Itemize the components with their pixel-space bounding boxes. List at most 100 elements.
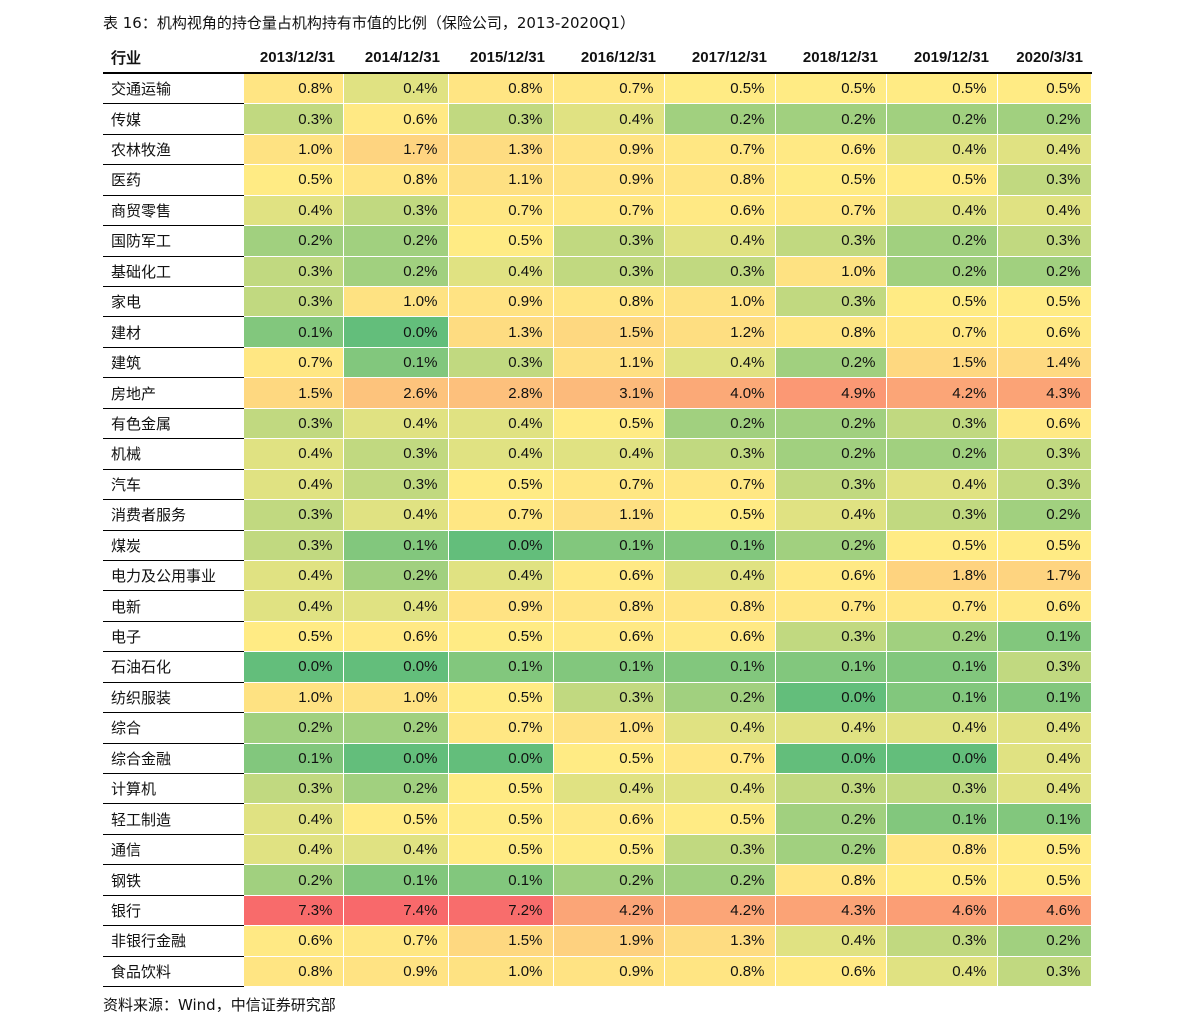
value-cell: 0.9% (448, 590, 554, 622)
value-cell: 0.9% (343, 956, 449, 988)
table-row: 有色金属 0.3% 0.4% 0.4% 0.5% 0.2% 0.2% 0.3% 0.6% (103, 408, 1092, 440)
value-cell: 0.3% (997, 438, 1092, 470)
value-cell: 0.3% (886, 499, 998, 531)
value-cell: 0.4% (553, 103, 665, 135)
value-cell: 1.0% (343, 682, 449, 714)
value-cell: 0.1% (997, 803, 1092, 835)
table-row: 食品饮料 0.8% 0.9% 1.0% 0.9% 0.8% 0.6% 0.4% 0.3% (103, 956, 1092, 988)
value-cell: 0.2% (997, 925, 1092, 957)
table-row: 汽车 0.4% 0.3% 0.5% 0.7% 0.7% 0.3% 0.4% 0.3% (103, 469, 1092, 501)
value-cell: 0.3% (448, 103, 554, 135)
value-cell: 0.4% (886, 134, 998, 166)
value-cell: 1.0% (448, 956, 554, 988)
value-cell: 4.2% (664, 895, 776, 927)
table-row: 银行 7.3% 7.4% 7.2% 4.2% 4.2% 4.3% 4.6% 4.6% (103, 895, 1092, 927)
value-cell: 1.5% (553, 316, 665, 348)
value-cell: 0.5% (997, 864, 1092, 896)
value-cell: 0.1% (343, 530, 449, 561)
industry-cell: 计算机 (103, 773, 244, 805)
value-cell: 0.8% (886, 834, 998, 866)
value-cell: 1.0% (243, 134, 344, 166)
industry-cell: 建筑 (103, 347, 244, 379)
value-cell: 0.3% (886, 925, 998, 957)
value-cell: 0.2% (886, 103, 998, 135)
value-cell: 0.2% (997, 103, 1092, 135)
column-header-date: 2018/12/31 (775, 43, 886, 75)
value-cell: 0.8% (343, 164, 449, 196)
value-cell: 0.0% (243, 651, 344, 683)
value-cell: 0.2% (775, 347, 887, 379)
value-cell: 0.8% (664, 956, 776, 988)
value-cell: 0.7% (553, 195, 665, 227)
value-cell: 0.4% (243, 469, 344, 501)
value-cell: 0.6% (997, 590, 1092, 622)
value-cell: 0.2% (886, 256, 998, 288)
value-cell: 0.3% (997, 225, 1092, 257)
table-row: 纺织服装 1.0% 1.0% 0.5% 0.3% 0.2% 0.0% 0.1% 0.1% (103, 682, 1092, 714)
value-cell: 0.6% (553, 803, 665, 835)
value-cell: 0.3% (343, 195, 449, 227)
column-header-industry: 行业 (103, 43, 243, 75)
table-row: 钢铁 0.2% 0.1% 0.1% 0.2% 0.2% 0.8% 0.5% 0.5% (103, 864, 1092, 896)
value-cell: 0.2% (664, 864, 776, 896)
value-cell: 4.6% (997, 895, 1092, 927)
value-cell: 0.5% (664, 499, 776, 531)
header-row: 行业 2013/12/31 2014/12/31 2015/12/31 2016… (103, 43, 1091, 75)
value-cell: 0.3% (886, 773, 998, 805)
industry-cell: 国防军工 (103, 225, 244, 257)
value-cell: 0.4% (448, 256, 554, 288)
value-cell: 0.4% (343, 834, 449, 866)
value-cell: 0.2% (343, 712, 449, 744)
value-cell: 0.5% (997, 286, 1092, 318)
column-header-date: 2020/3/31 (997, 43, 1091, 75)
value-cell: 0.1% (886, 651, 998, 683)
industry-cell: 综合 (103, 712, 244, 744)
industry-cell: 家电 (103, 286, 244, 318)
value-cell: 0.4% (997, 195, 1092, 227)
value-cell: 0.8% (664, 164, 776, 196)
value-cell: 0.4% (886, 195, 998, 227)
value-cell: 0.4% (243, 438, 344, 470)
value-cell: 0.0% (343, 743, 449, 775)
industry-cell: 电子 (103, 621, 244, 653)
value-cell: 0.5% (553, 834, 665, 866)
value-cell: 4.6% (886, 895, 998, 927)
table-row: 机械 0.4% 0.3% 0.4% 0.4% 0.3% 0.2% 0.2% 0.3% (103, 438, 1092, 470)
value-cell: 0.3% (775, 621, 887, 653)
table-row: 商贸零售 0.4% 0.3% 0.7% 0.7% 0.6% 0.7% 0.4% 0.4% (103, 195, 1092, 227)
value-cell: 0.7% (243, 347, 344, 379)
value-cell: 0.5% (243, 164, 344, 196)
table-row: 建筑 0.7% 0.1% 0.3% 1.1% 0.4% 0.2% 1.5% 1.4% (103, 347, 1092, 379)
value-cell: 0.4% (886, 469, 998, 501)
source-note: 资料来源：Wind，中信证券研究部 (103, 996, 336, 1014)
value-cell: 0.8% (448, 73, 554, 105)
value-cell: 0.3% (664, 256, 776, 288)
value-cell: 0.4% (775, 499, 887, 531)
table-row: 国防军工 0.2% 0.2% 0.5% 0.3% 0.4% 0.3% 0.2% 0.3% (103, 225, 1092, 257)
value-cell: 1.3% (664, 925, 776, 957)
value-cell: 0.3% (343, 469, 449, 501)
value-cell: 1.0% (343, 286, 449, 318)
table-row: 电新 0.4% 0.4% 0.9% 0.8% 0.8% 0.7% 0.7% 0.6% (103, 590, 1092, 622)
value-cell: 0.4% (243, 195, 344, 227)
industry-cell: 商贸零售 (103, 195, 244, 227)
value-cell: 1.0% (243, 682, 344, 714)
value-cell: 0.1% (343, 864, 449, 896)
value-cell: 0.1% (553, 651, 665, 683)
column-header-date: 2015/12/31 (448, 43, 553, 75)
value-cell: 0.7% (664, 469, 776, 501)
value-cell: 0.4% (997, 773, 1092, 805)
value-cell: 0.9% (553, 164, 665, 196)
value-cell: 0.3% (997, 469, 1092, 501)
value-cell: 0.7% (448, 499, 554, 531)
value-cell: 7.2% (448, 895, 554, 927)
value-cell: 0.1% (775, 651, 887, 683)
value-cell: 0.1% (886, 682, 998, 714)
table-row: 计算机 0.3% 0.2% 0.5% 0.4% 0.4% 0.3% 0.3% 0.4% (103, 773, 1092, 805)
table-row: 电力及公用事业 0.4% 0.2% 0.4% 0.6% 0.4% 0.6% 1.8% 1.7% (103, 560, 1092, 592)
value-cell: 1.3% (448, 316, 554, 348)
value-cell: 1.1% (553, 499, 665, 531)
value-cell: 4.3% (997, 377, 1092, 409)
table-row: 轻工制造 0.4% 0.5% 0.5% 0.6% 0.5% 0.2% 0.1% 0.1% (103, 803, 1092, 835)
value-cell: 7.3% (243, 895, 344, 927)
